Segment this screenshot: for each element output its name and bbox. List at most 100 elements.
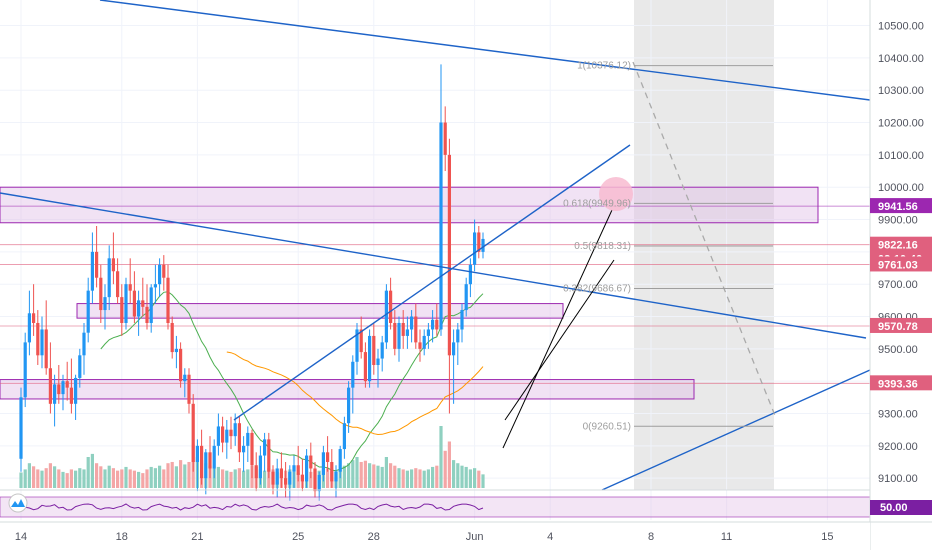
candle-body — [296, 465, 300, 475]
candle-body — [141, 300, 145, 307]
candle-body — [53, 384, 57, 404]
candle-body — [338, 449, 342, 472]
candle-body — [317, 474, 321, 492]
price-tick-label: 10500.00 — [878, 21, 924, 33]
candle-body — [174, 348, 178, 353]
time-tick-label: 21 — [191, 531, 203, 543]
volume-bar — [120, 469, 124, 488]
candle-body — [397, 322, 401, 349]
rsi-tag-label: 50.00 — [880, 502, 908, 514]
rsi-pane — [0, 489, 932, 518]
volume-bar — [384, 457, 388, 488]
candle-body — [422, 335, 426, 349]
candle-body — [137, 300, 141, 317]
volume-bar — [368, 463, 372, 488]
volume-bar — [351, 460, 355, 488]
volume-bar — [103, 469, 107, 488]
volume-bar — [86, 457, 90, 488]
volume-bar — [40, 470, 44, 488]
volume-bar — [401, 469, 405, 488]
volume-bar — [435, 465, 439, 488]
candle-body — [271, 471, 275, 485]
candle-body — [447, 154, 451, 356]
volume-bar — [23, 469, 27, 488]
volume-bar — [460, 465, 464, 488]
candle-body — [65, 381, 69, 388]
candle-body — [418, 342, 422, 349]
candlestick-series — [19, 64, 485, 501]
candle-body — [95, 251, 99, 278]
volume-bar — [405, 470, 409, 488]
candle-body — [82, 332, 86, 356]
candle-body — [456, 329, 460, 343]
price-tick-label: 9700.00 — [878, 279, 918, 291]
candle-body — [477, 232, 481, 252]
volume-bar — [422, 470, 426, 488]
candle-body — [363, 352, 367, 382]
candle-body — [288, 471, 292, 485]
candle-body — [414, 316, 418, 343]
candle-body — [162, 264, 166, 278]
volume-bar — [338, 469, 342, 488]
volume-bar — [376, 465, 380, 488]
volume-bar — [179, 460, 183, 488]
volume-bar — [481, 474, 485, 488]
price-axis-bg — [870, 0, 932, 550]
candle-body — [292, 465, 296, 472]
price-tick-label: 10200.00 — [878, 118, 924, 130]
candle-body — [166, 277, 170, 323]
volume-bar — [116, 470, 120, 488]
volume-bar — [128, 469, 132, 488]
candle-body — [305, 455, 309, 482]
volume-bar — [355, 457, 359, 488]
candle-body — [334, 471, 338, 482]
candle-body — [57, 384, 61, 395]
volume-bar — [477, 470, 481, 488]
candle-body — [208, 452, 212, 469]
volume-bar — [107, 465, 111, 488]
volume-bar — [418, 469, 422, 488]
candle-body — [380, 342, 384, 359]
time-tick-label: 18 — [116, 531, 128, 543]
candle-body — [225, 429, 229, 443]
time-tick-label: 8 — [648, 531, 654, 543]
candle-body — [468, 264, 472, 285]
volume-bar — [263, 470, 267, 488]
candle-body — [69, 387, 73, 404]
volume-bar — [74, 470, 78, 488]
time-tick-label: Jun — [466, 531, 484, 543]
volume-bar — [452, 460, 456, 488]
volume-bar — [174, 466, 178, 488]
candle-body — [99, 277, 103, 311]
candle-body — [191, 403, 195, 463]
volume-bar — [426, 469, 430, 488]
candle-body — [120, 297, 124, 323]
candle-body — [179, 348, 183, 382]
volume-bar — [153, 468, 157, 488]
volume-bar — [456, 463, 460, 488]
volume-bar — [246, 469, 250, 488]
candle-body — [233, 423, 237, 437]
candle-body — [187, 374, 191, 404]
volume-bar — [44, 468, 48, 488]
fib-level-label: 0.5(9818.31) — [574, 241, 631, 252]
candle-body — [78, 355, 82, 378]
candle-body — [128, 284, 132, 291]
volume-bar — [372, 464, 376, 488]
volume-bar — [233, 469, 237, 488]
candle-body — [355, 329, 359, 362]
candle-body — [460, 310, 464, 330]
candle-body — [200, 445, 204, 479]
volume-bar — [158, 465, 162, 488]
volume-bar — [393, 465, 397, 488]
fib-level-label: 0.618(9949.96) — [563, 198, 631, 209]
candle-body — [368, 335, 372, 382]
price-axis: 9100.009200.009300.009400.009500.009600.… — [869, 0, 932, 550]
volume-bar — [410, 469, 414, 488]
candle-body — [279, 468, 283, 479]
volume-bar — [389, 463, 393, 488]
volume-bar — [431, 466, 435, 488]
candle-body — [275, 468, 279, 485]
